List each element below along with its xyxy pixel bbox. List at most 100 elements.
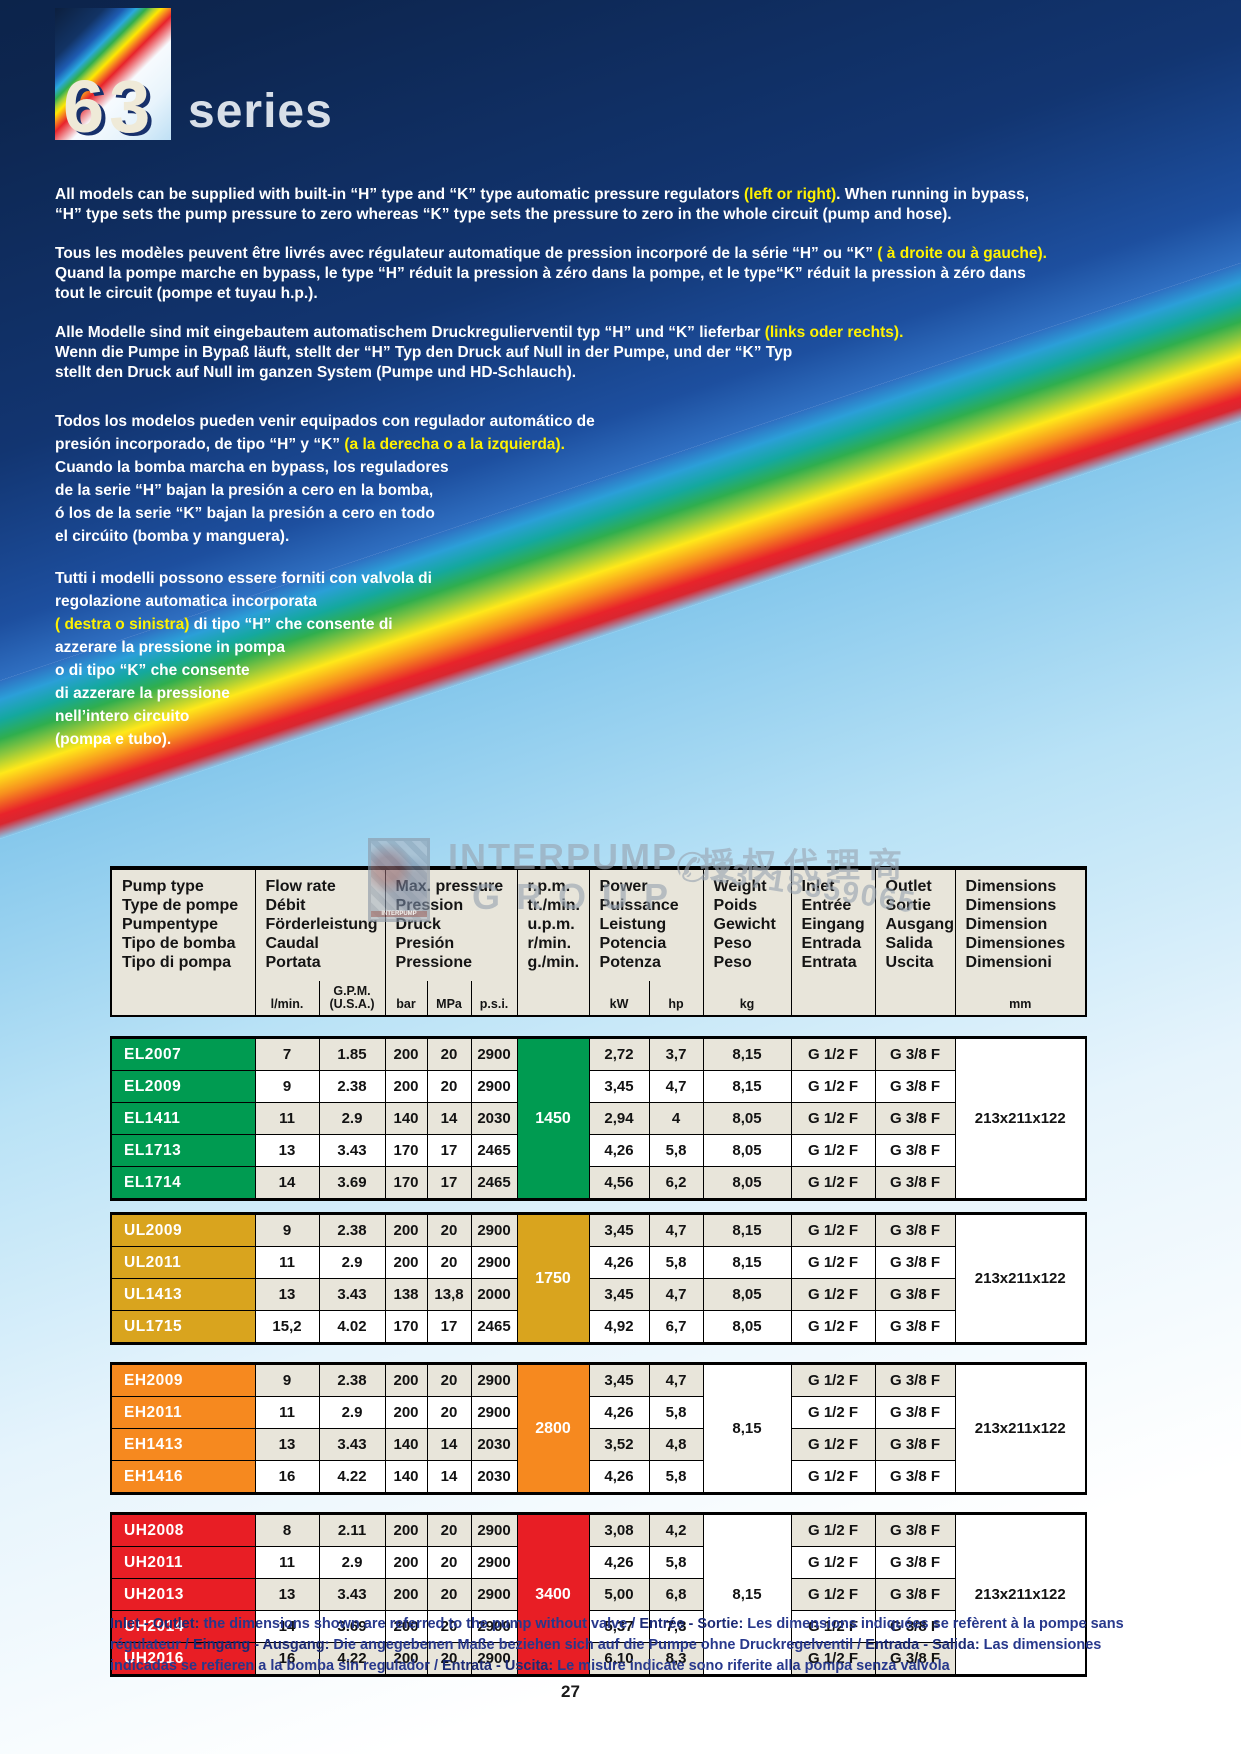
pressure-mpa-cell: 17 bbox=[426, 1310, 472, 1344]
intro-line: “H” type sets the pump pressure to zero … bbox=[55, 205, 1047, 225]
model-cell: UH2013 bbox=[110, 1578, 256, 1611]
weight-cell: 8,15 bbox=[702, 1037, 792, 1071]
header-label: Presión bbox=[395, 935, 455, 952]
header-inlet: Inlet Entrée Eingang Entrada Entrata bbox=[790, 868, 876, 981]
outlet-cell: G 3/8 F bbox=[874, 1610, 956, 1643]
unit-pressure: bar bbox=[384, 981, 428, 1016]
text-segment: Inlet - Outlet: bbox=[110, 1616, 200, 1632]
inlet-cell: G 1/2 F bbox=[790, 1642, 876, 1676]
header-label: Puissance bbox=[599, 897, 679, 914]
header-label: Gewicht bbox=[713, 916, 776, 933]
pressure-mpa-cell: 17 bbox=[426, 1166, 472, 1200]
text-segment: Entrée - Sortie: bbox=[639, 1616, 744, 1632]
power-hp-cell: 4,8 bbox=[648, 1428, 704, 1461]
spec-table-header: Pump type Type de pompe Pumpentype Tipo de … bbox=[110, 866, 1088, 1017]
intro-line: ó los de la serie “K” bajan la presión a… bbox=[55, 502, 1047, 525]
pressure-psi-cell: 2465 bbox=[470, 1310, 518, 1344]
unit-pump bbox=[110, 981, 256, 1016]
unit-pressure: p.s.i. bbox=[470, 981, 518, 1016]
intro-line: o di tipo “K” che consente bbox=[55, 659, 1047, 682]
power-hp-cell: 4,7 bbox=[648, 1213, 704, 1247]
weight-cell: 8,15 bbox=[702, 1513, 792, 1676]
flow-lmin-cell: 13 bbox=[254, 1278, 320, 1311]
header-label: Sortie bbox=[885, 897, 931, 914]
flow-lmin-cell: 8 bbox=[254, 1513, 320, 1547]
flow-lmin-cell: 11 bbox=[254, 1102, 320, 1135]
dimensions-cell: 213x211x122 bbox=[954, 1513, 1087, 1676]
pressure-bar-cell: 140 bbox=[384, 1102, 428, 1135]
pump-group-table-UL: UL2009 9 2.38 200 20 2900 1750 3,45 4,7 8,15 G 1/2… bbox=[110, 1212, 1087, 1345]
intro-line: All models can be supplied with built-in… bbox=[55, 185, 1047, 205]
header-label: g./min. bbox=[527, 954, 580, 971]
model-cell: EL1714 bbox=[110, 1166, 256, 1200]
intro-paragraph-it: Tutti i modelli possono essere forniti c… bbox=[55, 567, 1047, 751]
unit-power: hp bbox=[648, 981, 704, 1016]
model-cell: EL1411 bbox=[110, 1102, 256, 1135]
table-row-UL2009: UL2009 9 2.38 200 20 2900 1750 3,45 4,7 8,15 G 1/2… bbox=[110, 1213, 1087, 1344]
inlet-cell: G 1/2 F bbox=[790, 1166, 876, 1200]
model-cell: EH1416 bbox=[110, 1460, 256, 1494]
inlet-cell: G 1/2 F bbox=[790, 1037, 876, 1071]
header-label: Ausgang bbox=[885, 916, 954, 933]
text-segment: Entrata - Uscita: bbox=[442, 1658, 554, 1674]
text-segment: el circúito (bomba y manguera). bbox=[55, 528, 290, 545]
power-hp-cell: 5,8 bbox=[648, 1396, 704, 1429]
pump-group-table-UH: UH2008 8 2.11 200 20 2900 3400 3,08 4,2 8,15 G 1/2… bbox=[110, 1512, 1087, 1677]
outlet-cell: G 3/8 F bbox=[874, 1134, 956, 1167]
power-kw-cell: 3,45 bbox=[588, 1213, 650, 1247]
header-label: Flow rate bbox=[265, 878, 336, 895]
pressure-bar-cell: 200 bbox=[384, 1642, 428, 1676]
intro-line: el circúito (bomba y manguera). bbox=[55, 525, 1047, 548]
power-hp-cell: 4,7 bbox=[648, 1070, 704, 1103]
pressure-bar-cell: 200 bbox=[384, 1396, 428, 1429]
flow-gpm-cell: 4.22 bbox=[318, 1642, 386, 1676]
header-weight: Weight Poids Gewicht Peso Peso bbox=[702, 868, 792, 981]
pressure-psi-cell: 2900 bbox=[470, 1513, 518, 1547]
pressure-psi-cell: 2030 bbox=[470, 1428, 518, 1461]
outlet-cell: G 3/8 F bbox=[874, 1578, 956, 1611]
intro-paragraph-en: All models can be supplied with built-in… bbox=[55, 185, 1047, 225]
flow-lmin-cell: 7 bbox=[254, 1037, 320, 1071]
weight-cell: 8,05 bbox=[702, 1102, 792, 1135]
intro-text-block: All models can be supplied with built-in… bbox=[55, 185, 1047, 770]
header-label: Dimensions bbox=[965, 897, 1057, 914]
unit-label: kW bbox=[609, 997, 629, 1011]
flow-gpm-cell: 3.43 bbox=[318, 1134, 386, 1167]
header-label: Uscita bbox=[885, 954, 934, 971]
pressure-psi-cell: 2900 bbox=[470, 1642, 518, 1676]
flow-gpm-cell: 2.9 bbox=[318, 1246, 386, 1279]
table-row-UH2008: UH2008 8 2.11 200 20 2900 3400 3,08 4,2 8,15 G 1/2… bbox=[110, 1513, 1087, 1676]
power-hp-cell: 5,8 bbox=[648, 1460, 704, 1494]
text-segment: azzerare la pressione in pompa bbox=[55, 639, 286, 656]
pressure-bar-cell: 140 bbox=[384, 1428, 428, 1461]
header-label: Druck bbox=[395, 916, 441, 933]
rpm-cell: 1450 bbox=[516, 1037, 590, 1200]
pressure-psi-cell: 2465 bbox=[470, 1166, 518, 1200]
header-outlet: Outlet Sortie Ausgang Salida Uscita bbox=[874, 868, 956, 981]
text-segment: nell’intero circuito bbox=[55, 708, 190, 725]
highlighted-text: ( à droite ou à gauche). bbox=[877, 245, 1047, 262]
intro-line: regolazione automatica incorporata bbox=[55, 590, 1047, 613]
footnote-line: Inlet - Outlet: the dimensions shown are… bbox=[110, 1614, 1170, 1635]
pressure-mpa-cell: 20 bbox=[426, 1037, 472, 1071]
flow-gpm-cell: 4.02 bbox=[318, 1310, 386, 1344]
footnote-line: indicadas se refieren a la bomba sin reg… bbox=[110, 1656, 1170, 1677]
power-kw-cell: 2,94 bbox=[588, 1102, 650, 1135]
text-segment: Tutti i modelli possono essere forniti c… bbox=[55, 570, 432, 587]
highlighted-text: (links oder rechts). bbox=[764, 324, 904, 341]
pressure-psi-cell: 2900 bbox=[470, 1396, 518, 1429]
power-hp-cell: 4,2 bbox=[648, 1513, 704, 1547]
footnote: Inlet - Outlet: the dimensions shown are… bbox=[110, 1614, 1170, 1677]
header-label: Power bbox=[599, 878, 648, 895]
header-label: Pressione bbox=[395, 954, 472, 971]
footnote-line: régulateur / Eingang - Ausgang: Die ange… bbox=[110, 1635, 1170, 1656]
inlet-cell: G 1/2 F bbox=[790, 1578, 876, 1611]
flow-gpm-cell: 1.85 bbox=[318, 1037, 386, 1071]
text-segment: Alle Modelle sind mit eingebautem automa… bbox=[55, 324, 765, 341]
intro-line: Alle Modelle sind mit eingebautem automa… bbox=[55, 323, 1047, 343]
header-label: Eingang bbox=[801, 916, 865, 933]
model-cell: EL2007 bbox=[110, 1037, 256, 1071]
